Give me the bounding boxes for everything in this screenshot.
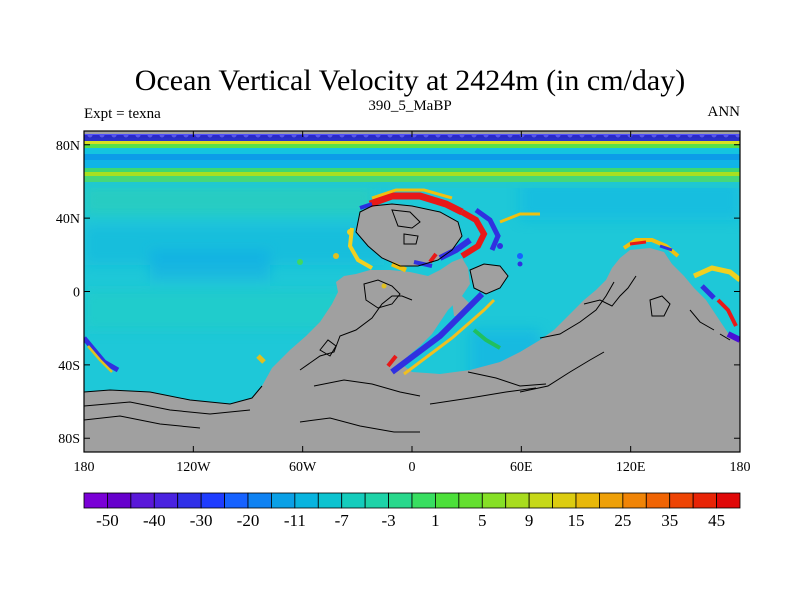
strong-anomaly-ring (84, 188, 740, 376)
y-tick-labels: 80N 40N 0 40S 80S (56, 139, 80, 447)
colorbar (83, 492, 741, 509)
colorbar-swatch (481, 492, 507, 509)
colorbar-labels: -50 -40 -30 -20 -11 -7 -3 1 5 9 15 25 35 45 (96, 511, 725, 530)
colorbar-label: 9 (525, 511, 534, 530)
colorbar-label: -3 (381, 511, 395, 530)
x-tick-label: 120E (616, 460, 646, 475)
colorbar-swatch (552, 492, 577, 509)
colorbar-swatch (575, 492, 600, 509)
colorbar-swatch (294, 492, 319, 509)
x-tick-marks (83, 131, 741, 452)
colorbar-swatch (153, 492, 179, 509)
colorbar-swatch (528, 492, 553, 509)
season-label: ANN (708, 104, 741, 120)
x-tick-labels: 180 120W 60W 0 60E 120E 180 (74, 460, 751, 475)
colorbar-swatch (130, 492, 155, 509)
colorbar-label: -11 (284, 511, 306, 530)
colorbar-label: -40 (143, 511, 166, 530)
map-panel (84, 131, 740, 452)
colorbar-swatch (83, 492, 108, 509)
coastline-contours (84, 203, 731, 433)
colorbar-swatch (341, 492, 366, 509)
y-tick-label: 80S (58, 432, 80, 447)
colorbar-swatch (599, 492, 624, 509)
colorbar-swatch (622, 492, 647, 509)
colorbar-swatch (107, 492, 132, 509)
colorbar-swatch (271, 492, 296, 509)
x-tick-label: 180 (730, 460, 751, 475)
colorbar-label: 1 (431, 511, 440, 530)
x-tick-label: 180 (74, 460, 95, 475)
colorbar-swatch (716, 492, 741, 509)
colorbar-swatch (411, 492, 436, 509)
colorbar-swatch (388, 492, 413, 509)
y-tick-marks (84, 144, 740, 439)
colorbar-label: 5 (478, 511, 487, 530)
experiment-label: Expt = texna (84, 106, 161, 122)
colorbar-swatch (505, 492, 530, 509)
colorbar-label: -30 (190, 511, 213, 530)
colorbar-swatch (364, 492, 389, 509)
colorbar-label: 45 (708, 511, 725, 530)
colorbar-swatch (458, 492, 483, 509)
colorbar-swatch (435, 492, 460, 509)
x-tick-label: 60E (510, 460, 533, 475)
y-tick-label: 0 (73, 286, 80, 301)
colorbar-swatch (645, 492, 671, 509)
colorbar-label: -20 (237, 511, 260, 530)
colorbar-swatch (247, 492, 272, 509)
colorbar-swatch (692, 492, 717, 509)
map-title: Ocean Vertical Velocity at 2424m (in cm/… (135, 64, 685, 97)
colorbar-swatch (317, 492, 343, 509)
colorbar-swatch (224, 492, 249, 509)
x-tick-label: 0 (409, 460, 416, 475)
colorbar-label: 35 (661, 511, 678, 530)
colorbar-swatch (669, 492, 694, 509)
colorbar-swatch (200, 492, 225, 509)
x-tick-label: 120W (176, 460, 211, 475)
colorbar-label: -50 (96, 511, 119, 530)
colorbar-label: 15 (568, 511, 585, 530)
y-tick-label: 40S (58, 359, 80, 374)
map-subtitle: 390_5_MaBP (368, 98, 451, 114)
colorbar-label: 25 (614, 511, 631, 530)
x-tick-label: 60W (289, 460, 317, 475)
colorbar-label: -7 (335, 511, 350, 530)
y-tick-label: 80N (56, 139, 80, 154)
y-tick-label: 40N (56, 212, 80, 227)
colorbar-swatch (177, 492, 202, 509)
